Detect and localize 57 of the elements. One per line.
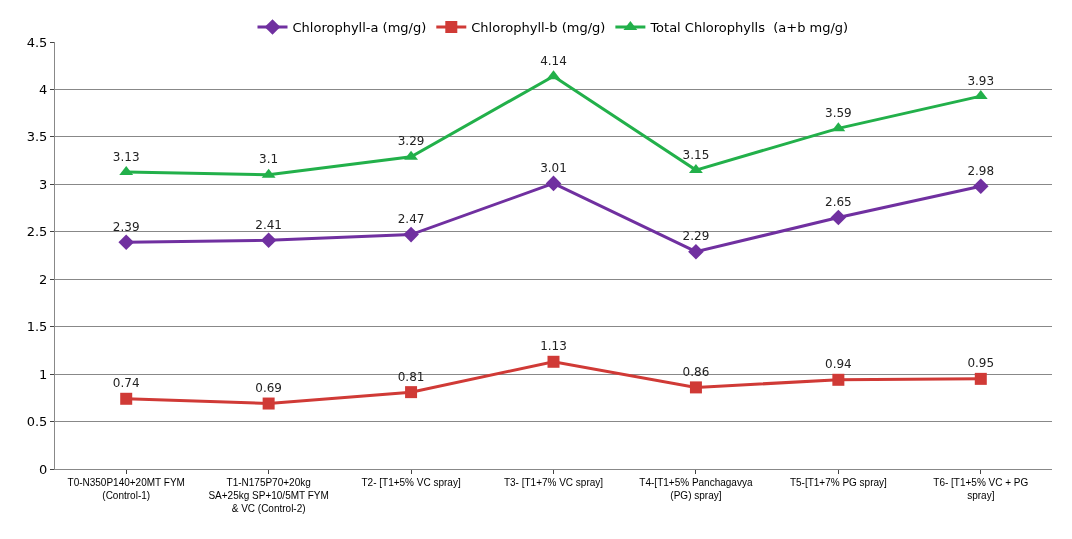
- point: [545, 175, 562, 192]
- data-label: 2.39: [112, 219, 140, 234]
- data-label: 0.69: [255, 381, 282, 396]
- y-tick-label: 0: [39, 461, 48, 477]
- data-label: 2.65: [825, 195, 852, 210]
- x-tick-label: T6- [T1+5% VC + PG spray]: [933, 477, 1029, 501]
- data-label: 2.41: [255, 217, 282, 232]
- y-tick-label: 2.5: [26, 224, 48, 240]
- data-label: 2.98: [967, 163, 995, 178]
- point: [405, 386, 418, 399]
- y-tick-label: 1: [39, 366, 48, 382]
- legend-label: Chlorophyll-a (mg/g): [292, 20, 427, 36]
- point: [403, 226, 419, 243]
- data-label: 4.14: [540, 53, 567, 68]
- point: [689, 164, 703, 174]
- data-label: 3.1: [259, 152, 279, 167]
- y-tick-label: 3.5: [26, 129, 48, 145]
- x-tick-label: T4-[T1+5% Panchagavya (PG) spray]: [639, 477, 753, 501]
- data-label: 2.47: [397, 212, 425, 227]
- point: [547, 355, 560, 368]
- point: [832, 373, 845, 386]
- data-label: 0.95: [967, 356, 995, 371]
- data-label: 2.29: [682, 229, 710, 244]
- x-tick-label: T3- [T1+7% VC spray]: [503, 477, 604, 488]
- x-tick-label: T5-[T1+7% PG spray]: [789, 477, 888, 488]
- data-label: 0.81: [397, 369, 425, 384]
- data-label: 3.29: [397, 134, 425, 149]
- y-tick-label: 0.5: [26, 414, 48, 430]
- y-tick-label: 4.5: [26, 34, 48, 50]
- data-label: 0.86: [682, 364, 710, 379]
- point: [688, 243, 704, 260]
- point: [120, 392, 133, 405]
- point: [830, 209, 847, 226]
- point: [972, 178, 989, 195]
- data-label: 3.59: [825, 105, 852, 120]
- data-label: 3.15: [682, 147, 710, 162]
- point: [260, 232, 277, 249]
- y-tick-label: 1.5: [26, 319, 48, 335]
- point: [118, 234, 135, 251]
- data-label: 3.93: [967, 73, 995, 88]
- data-label: 0.74: [112, 376, 140, 391]
- y-tick-label: 3: [39, 176, 48, 192]
- data-label: 3.01: [540, 160, 567, 175]
- legend-label: Total Chlorophylls (a+b mg/g): [649, 20, 849, 36]
- data-label: 0.94: [825, 357, 852, 372]
- point: [689, 381, 702, 394]
- y-tick-label: 4: [39, 81, 48, 97]
- y-tick-label: 2: [39, 271, 48, 287]
- point: [974, 372, 987, 385]
- x-tick-label: T0-N350P140+20MT FYM (Control-1): [67, 477, 185, 501]
- point: [262, 397, 275, 410]
- legend-label: Chlorophyll-b (mg/g): [471, 20, 606, 36]
- data-label: 1.13: [540, 339, 567, 354]
- point: [404, 150, 418, 160]
- x-tick-label: T2- [T1+5% VC spray]: [361, 477, 461, 488]
- data-label: 3.13: [112, 149, 140, 164]
- x-tick-label: T1-N175P70+20kg SA+25kg SP+10/5MT FYM & VC (Control-2): [208, 477, 329, 514]
